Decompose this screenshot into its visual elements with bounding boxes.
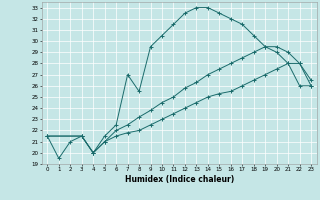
X-axis label: Humidex (Indice chaleur): Humidex (Indice chaleur) — [124, 175, 234, 184]
